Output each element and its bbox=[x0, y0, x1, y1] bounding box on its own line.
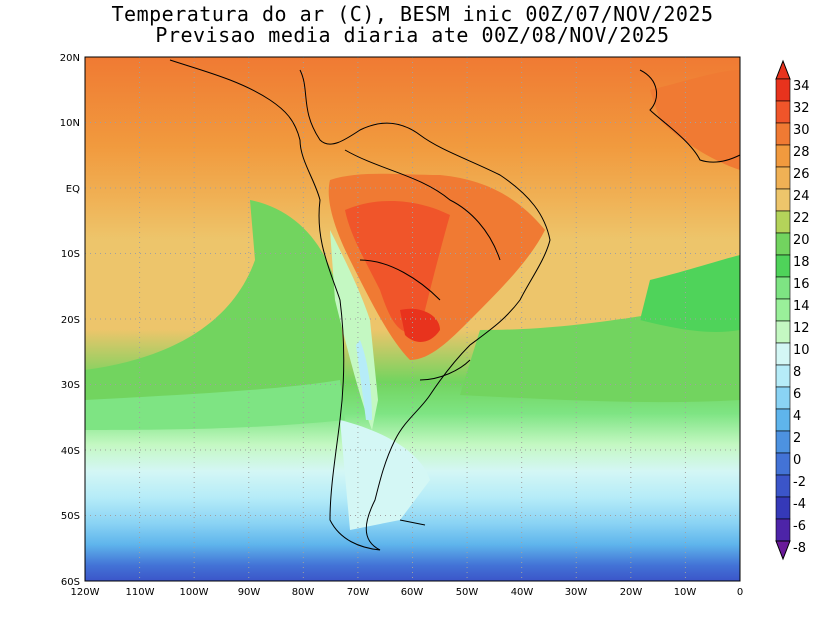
colorbar-label: -2 bbox=[793, 475, 806, 490]
colorbar-label: -6 bbox=[793, 519, 806, 534]
lon-label: 20W bbox=[620, 587, 643, 598]
lon-label: 10W bbox=[674, 587, 697, 598]
grid-lines bbox=[85, 57, 740, 581]
colorbar-label: 34 bbox=[793, 79, 810, 94]
colorbar-label: -4 bbox=[793, 497, 806, 512]
colorbar-bottom-arrow bbox=[775, 540, 791, 561]
colorbar-label: 6 bbox=[793, 387, 801, 402]
colorbar-swatch bbox=[775, 386, 791, 410]
colorbar-swatch bbox=[775, 364, 791, 388]
lon-label: 100W bbox=[180, 587, 209, 598]
lon-label: 0 bbox=[737, 587, 743, 598]
colorbar-swatch bbox=[775, 342, 791, 366]
lat-label: 10N bbox=[60, 118, 80, 129]
colorbar-swatch bbox=[775, 144, 791, 168]
colorbar-label: 10 bbox=[793, 343, 810, 358]
colorbar-label: 32 bbox=[793, 101, 810, 116]
colorbar-swatch bbox=[775, 78, 791, 102]
colorbar-label: 20 bbox=[793, 233, 810, 248]
lat-label: EQ bbox=[66, 184, 80, 195]
lat-label: 10S bbox=[61, 249, 80, 260]
lon-label: 60W bbox=[401, 587, 424, 598]
colorbar-swatch bbox=[775, 188, 791, 212]
map-title-line2: Previsao media diaria ate 00Z/08/NOV/202… bbox=[155, 23, 670, 47]
colorbar-swatch bbox=[775, 166, 791, 190]
colorbar-swatch bbox=[775, 210, 791, 234]
colorbar-label: 24 bbox=[793, 189, 810, 204]
latitude-labels: 20N 10N EQ 10S 20S 30S 40S 50S 60S bbox=[60, 53, 80, 588]
lon-label: 90W bbox=[238, 587, 261, 598]
map-frame bbox=[84, 56, 741, 582]
colorbar-swatch bbox=[775, 474, 791, 498]
colorbar-label: 18 bbox=[793, 255, 810, 270]
coastlines bbox=[169, 59, 741, 551]
colorbar-label: 0 bbox=[793, 453, 801, 468]
colorbar-swatch bbox=[775, 430, 791, 454]
colorbar-labels: 34 32 30 28 26 24 22 20 18 16 14 12 10 8… bbox=[793, 79, 810, 556]
colorbar-swatch bbox=[775, 298, 791, 322]
lat-label: 60S bbox=[61, 577, 80, 588]
lon-label: 40W bbox=[511, 587, 534, 598]
longitude-labels: 120W 110W 100W 90W 80W 70W 60W 50W 40W 3… bbox=[71, 587, 744, 598]
colorbar-label: 28 bbox=[793, 145, 810, 160]
lat-label: 30S bbox=[61, 380, 80, 391]
lon-label: 80W bbox=[292, 587, 315, 598]
colorbar-swatch bbox=[775, 408, 791, 432]
lon-label: 70W bbox=[347, 587, 370, 598]
colorbar-label: 30 bbox=[793, 123, 810, 138]
colorbar-swatch bbox=[775, 276, 791, 300]
lat-label: 40S bbox=[61, 446, 80, 457]
colorbar-label: -8 bbox=[793, 541, 806, 556]
colorbar-swatch bbox=[775, 496, 791, 520]
map-title-line1: Temperatura do ar (C), BESM inic 00Z/07/… bbox=[111, 2, 714, 26]
colorbar-swatch bbox=[775, 518, 791, 542]
colorbar-label: 4 bbox=[793, 409, 801, 424]
colorbar-top-arrow bbox=[775, 59, 791, 80]
colorbar-swatch bbox=[775, 122, 791, 146]
lon-label: 120W bbox=[71, 587, 100, 598]
lat-label: 20N bbox=[60, 53, 80, 64]
colorbar-label: 22 bbox=[793, 211, 810, 226]
colorbar bbox=[775, 59, 791, 561]
lat-label: 50S bbox=[61, 511, 80, 522]
colorbar-label: 26 bbox=[793, 167, 810, 182]
colorbar-swatch bbox=[775, 320, 791, 344]
lon-label: 30W bbox=[565, 587, 588, 598]
lon-label: 110W bbox=[126, 587, 155, 598]
lat-label: 20S bbox=[61, 315, 80, 326]
colorbar-swatch bbox=[775, 452, 791, 476]
colorbar-label: 16 bbox=[793, 277, 810, 292]
colorbar-swatch bbox=[775, 254, 791, 278]
colorbar-label: 12 bbox=[793, 321, 810, 336]
colorbar-label: 2 bbox=[793, 431, 801, 446]
colorbar-swatch bbox=[775, 100, 791, 124]
colorbar-swatch bbox=[775, 232, 791, 256]
colorbar-label: 8 bbox=[793, 365, 801, 380]
colorbar-label: 14 bbox=[793, 299, 810, 314]
lon-label: 50W bbox=[456, 587, 479, 598]
